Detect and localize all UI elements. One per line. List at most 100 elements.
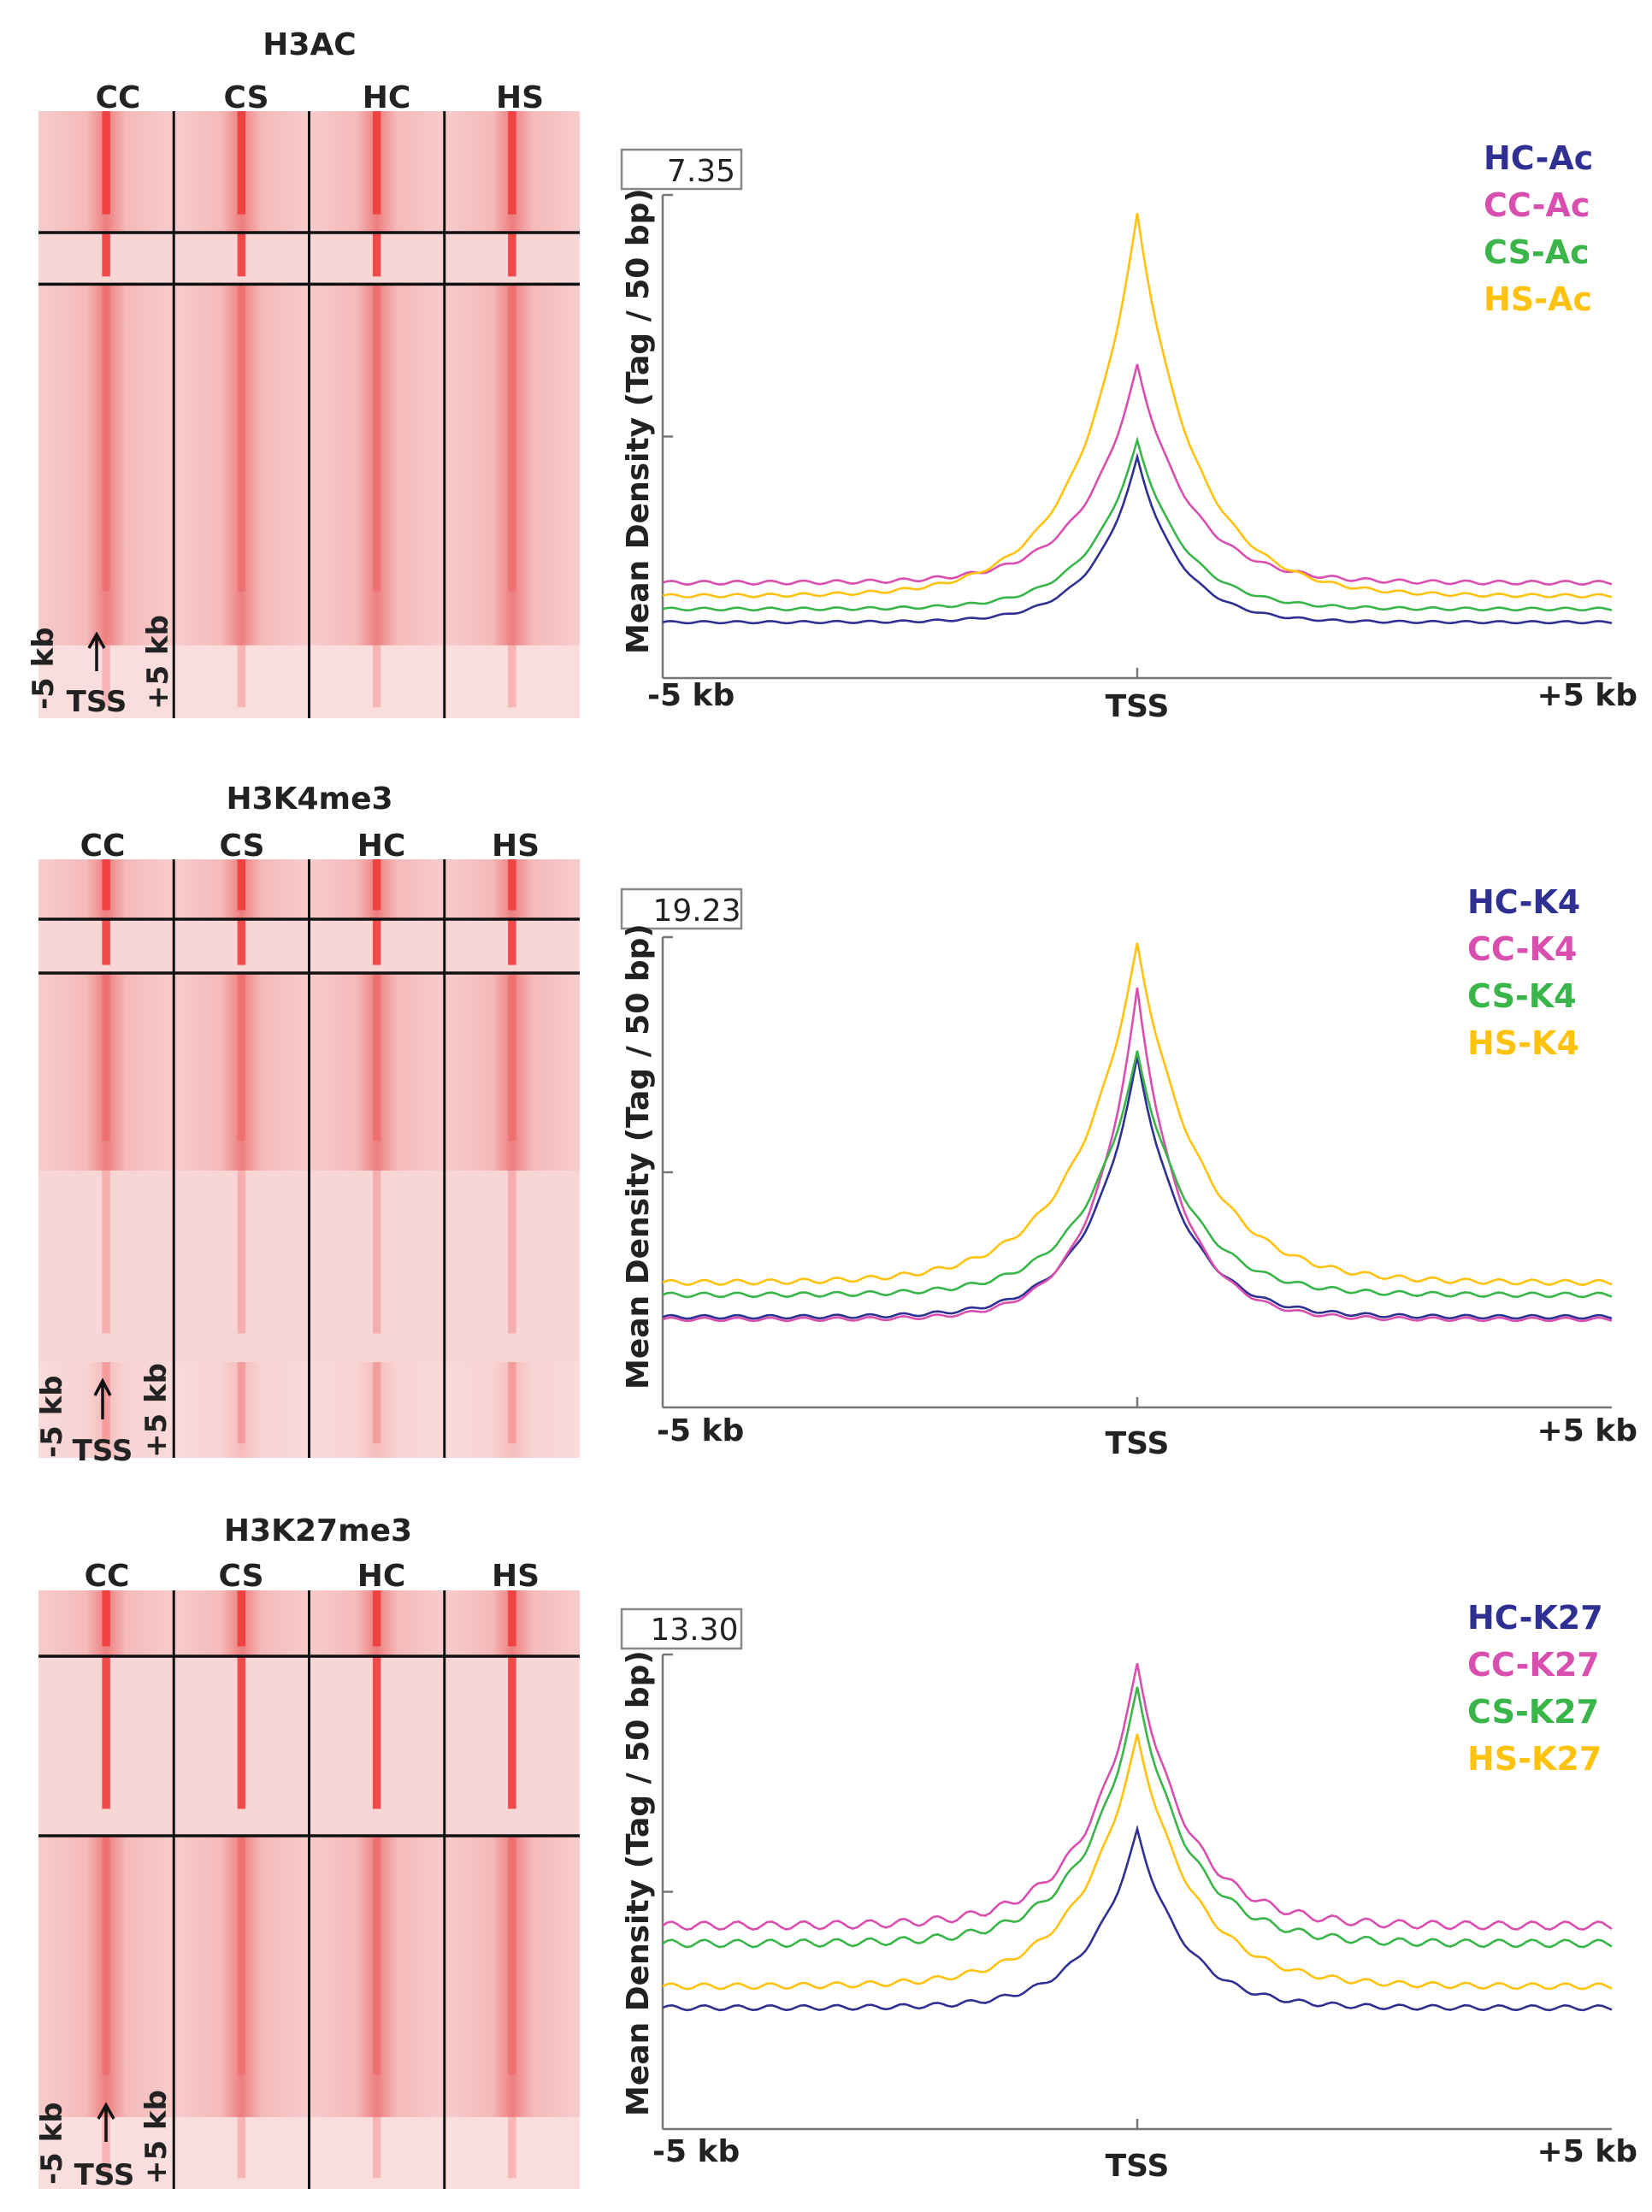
heatmap-tss-signal [102,111,110,215]
heatmap-tss-signal [372,2117,381,2179]
heatmap-tss-signal [372,973,381,1141]
heatmap-column-label-cs: CS [219,829,264,864]
heatmap-cluster-band [174,973,310,1171]
heatmap-tss-signal [102,645,110,708]
heatmap-tss-signal [237,1171,246,1334]
legend-entry-cc-k27: CC-K27 [1467,1646,1600,1684]
x-label-center: TSS [1106,689,1170,724]
legend-entry-cc-ac: CC-Ac [1484,186,1590,224]
heatmap-h3ac: H3AC CC CS HC HS -5 kb +5 kb TSS [27,27,580,719]
heatmap-column-label-cc: CC [96,80,141,115]
y-max-box [620,148,743,191]
heatmap-title: H3AC [263,27,356,62]
heatmap-cluster-band [174,1171,310,1362]
x-label-left: -5 kb [657,1413,744,1448]
heatmap-tss-signal [508,645,516,708]
heatmap-column-label-cs: CS [218,1559,263,1594]
panel-h3ac: H3AC CC CS HC HS -5 kb +5 kb TSS 7.35 Me… [27,27,1637,724]
heatmap-tss-signal [237,1590,246,1647]
heatmap-cluster-band [444,645,580,718]
heatmap-tss-signal [102,973,110,1141]
heatmap-cluster-band [38,1836,174,2117]
heatmap-tss-signal [237,973,246,1141]
heatmap-tss-signal [372,111,381,215]
legend-entry-cs-k27: CS-K27 [1467,1693,1599,1731]
heatmap-tss-signal [237,1656,246,1809]
y-axis-label: Mean Density (Tag / 50 bp) [621,1650,656,2116]
panel-h3k4me3: H3K4me3 CC CS HC HS -5 kb +5 kb TSS 19.2… [35,782,1637,1468]
heatmap-column-label-hs: HS [496,80,544,115]
heatmap-tss-signal [102,1590,110,1647]
legend-entry-hs-ac: HS-Ac [1484,280,1592,318]
heatmap-tss-signal [508,111,516,215]
tss-arrow [87,631,106,671]
x-label-left: -5 kb [647,678,735,713]
tss-arrow [93,1377,112,1419]
heatmap-tss-signal [237,919,246,965]
heatmap-tss-signal [102,1836,110,2075]
heatmap-tss-label: TSS [67,685,127,719]
y-max-box [620,888,743,930]
heatmap-tss-signal [508,919,516,965]
series-line-cs-k27 [662,1686,1613,1949]
heatmap-cluster-band [309,973,445,1171]
heatmap-cluster-band [174,284,310,646]
heatmap-column-label-hc: HC [363,80,411,115]
heatmap-cluster-band [38,973,174,1171]
heatmap-cluster-band [309,1171,445,1362]
series-line-cs-k4 [662,1050,1613,1299]
heatmap-tss-signal [508,973,516,1141]
heatmap-cluster-band [444,1362,580,1458]
heatmap-tss-signal [102,1362,110,1444]
heatmap-tss-signal [237,1836,246,2075]
series-line-cc-k27 [662,1663,1613,1932]
series-line-hc-k27 [662,1824,1613,2012]
series-line-hs-ac [662,213,1613,599]
heatmap-axis-left-label: -5 kb [35,2102,69,2185]
heatmap-cluster-band [38,1171,174,1362]
legend-entry-hs-k27: HS-K27 [1467,1740,1602,1778]
heatmap-tss-signal [237,284,246,592]
heatmap-tss-signal [102,284,110,592]
y-axis-label: Mean Density (Tag / 50 bp) [621,923,656,1389]
heatmap-tss-signal [372,1836,381,2075]
heatmap-cluster-band [174,1836,310,2117]
series-line-hs-k27 [662,1733,1613,1991]
heatmap-tss-signal [102,1171,110,1334]
heatmap-axis-right-label: +5 kb [141,615,175,710]
heatmap-cluster-band [38,284,174,646]
heatmap-tss-signal [372,919,381,965]
legend-entry-cs-ac: CS-Ac [1484,233,1590,271]
heatmap-tss-signal [508,233,516,277]
series-line-cc-k4 [662,987,1613,1323]
x-label-right: +5 kb [1537,2134,1637,2169]
heatmap-cluster-band [309,1836,445,2117]
heatmap-tss-signal [508,2117,516,2179]
heatmap-cluster-band [38,645,174,718]
heatmap-tss-label: TSS [74,2158,135,2192]
heatmap-tss-signal [237,645,246,708]
heatmap-axis-right-label: +5 kb [139,1363,174,1458]
y-max-box [620,1607,743,1650]
heatmap-column-label-hs: HS [492,829,540,864]
heatmap-title: H3K4me3 [226,782,392,817]
heatmap-column-label-cs: CS [223,80,268,115]
legend-entry-hc-ac: HC-Ac [1484,139,1593,177]
heatmap-tss-signal [372,859,381,911]
heatmap-tss-signal [508,1590,516,1647]
y-axis-label: Mean Density (Tag / 50 bp) [621,188,656,654]
heatmap-cluster-band [309,2117,445,2189]
x-label-left: -5 kb [652,2134,740,2169]
heatmap-cluster-band [444,2117,580,2189]
heatmap-tss-signal [372,1656,381,1809]
line-chart-h3ac: 7.35 Mean Density (Tag / 50 bp) -5 kb TS… [620,139,1637,724]
heatmap-cluster-band [444,284,580,646]
heatmap-tss-signal [508,859,516,911]
heatmap-tss-signal [102,919,110,965]
heatmap-cluster-band [174,2117,310,2189]
heatmap-axis-left-label: -5 kb [27,627,61,710]
heatmap-tss-signal [372,1590,381,1647]
x-label-center: TSS [1106,1426,1170,1461]
